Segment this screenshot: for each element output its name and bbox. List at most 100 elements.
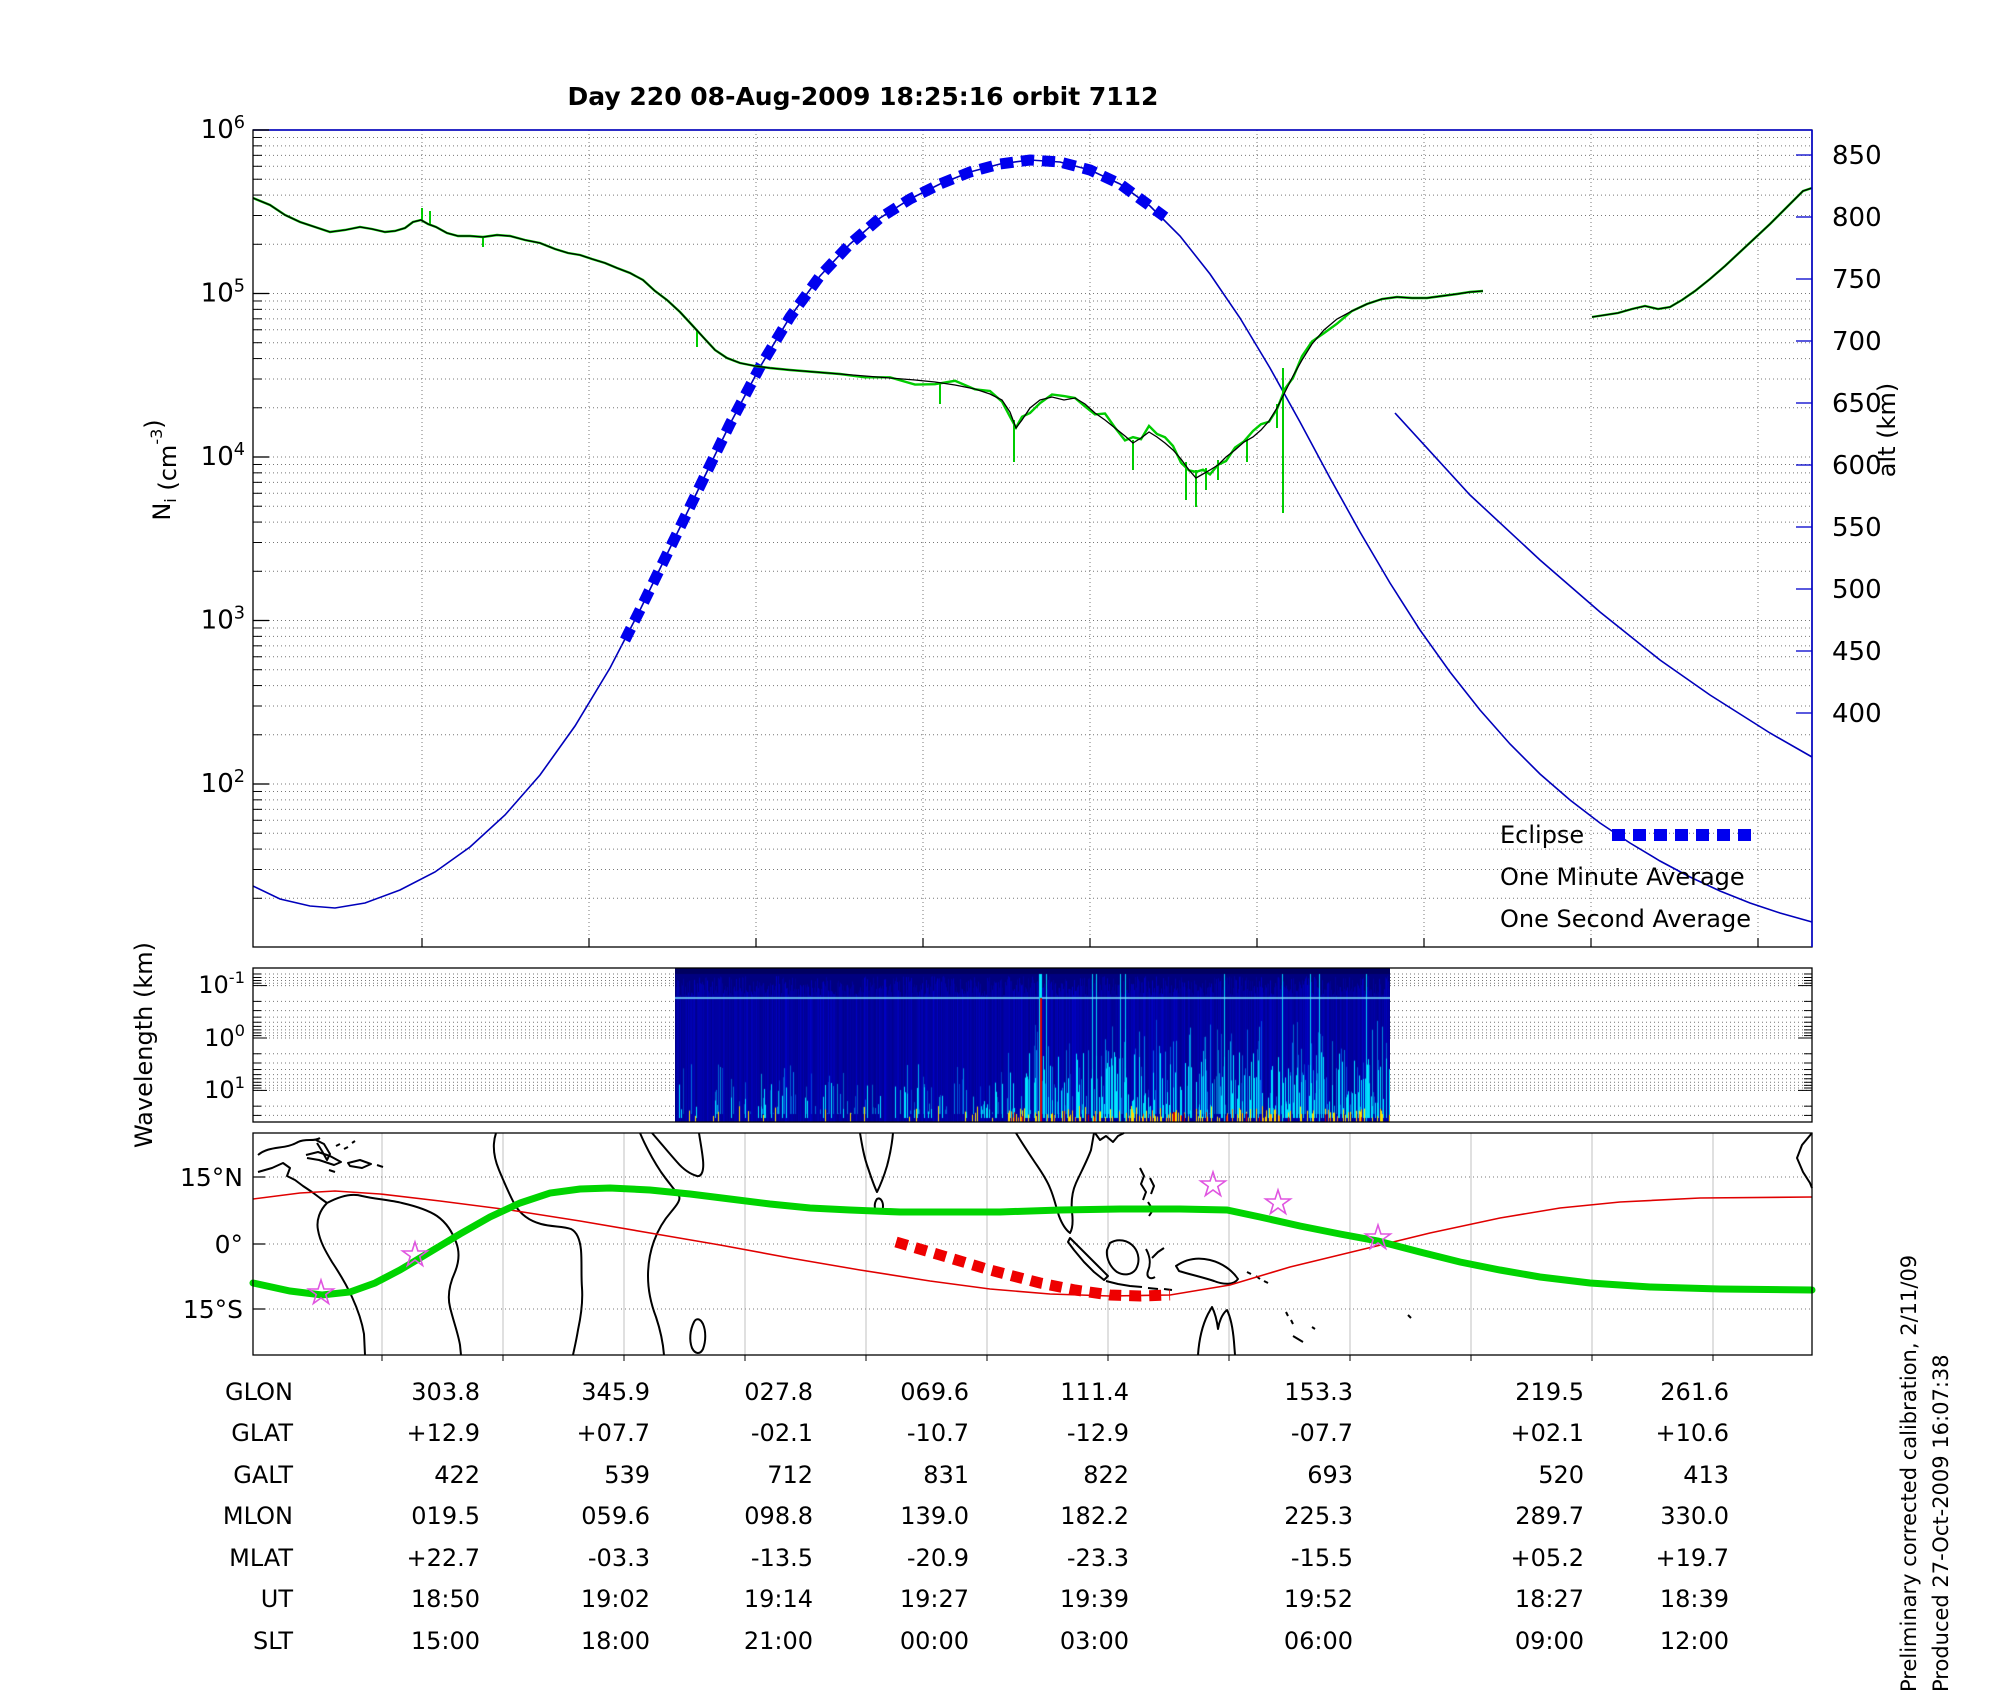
legend: Eclipse One Minute Average One Second Av… (1500, 821, 1758, 933)
alt-tick-label: 400 (1832, 699, 1882, 729)
alt-tick-label: 650 (1832, 389, 1882, 419)
coastline (257, 1137, 321, 1156)
coastline (315, 1139, 331, 1161)
table-cell: 345.9 (581, 1378, 650, 1406)
table-cell: 289.7 (1515, 1502, 1584, 1530)
coastline (1094, 1132, 1125, 1143)
coastline (1145, 1247, 1165, 1280)
table-cell: 18:50 (411, 1585, 480, 1613)
alt-tick-label: 450 (1832, 637, 1882, 667)
right-annotation-2: Produced 27-Oct-2009 16:07:38 (1929, 1354, 1953, 1692)
lat-tick-label: 15°N (180, 1163, 243, 1192)
coastline (1197, 1306, 1236, 1356)
table-cell: 520 (1538, 1461, 1584, 1489)
figure-title: Day 220 08-Aug-2009 18:25:16 orbit 7112 (568, 82, 1159, 111)
table-cell: 153.3 (1284, 1378, 1353, 1406)
coastline (639, 1132, 681, 1356)
table-cell: 182.2 (1060, 1502, 1129, 1530)
table-cell: 225.3 (1284, 1502, 1353, 1530)
wl-tick-label: 101 (204, 1073, 245, 1104)
coastline (689, 1318, 707, 1354)
eclipse-overlay (620, 154, 1169, 643)
table-cell: 19:27 (900, 1585, 969, 1613)
lat-tick-label: 15°S (183, 1295, 243, 1324)
alt-tick-label: 750 (1832, 265, 1882, 295)
table-cell: +22.7 (406, 1544, 480, 1572)
wl-tick-label: 10-1 (198, 968, 245, 999)
table-cell: 059.6 (581, 1502, 650, 1530)
ni-tick-label: 106 (201, 113, 245, 145)
legend-label-eclipse: Eclipse (1500, 821, 1584, 849)
ascending-node-star (1363, 1222, 1393, 1251)
table-cell: 422 (434, 1461, 480, 1489)
wavelength-axis-title: Wavelength (km) (130, 942, 158, 1148)
one-second-average-curve (252, 196, 1484, 477)
right-annotation-1: Preliminary corrected calibration, 2/11/… (1897, 1255, 1921, 1692)
alt-tick-label: 600 (1832, 451, 1882, 481)
table-cell: -20.9 (907, 1544, 969, 1572)
coastline (651, 1132, 705, 1178)
ascending-node-star (1198, 1169, 1228, 1198)
table-cell: 027.8 (744, 1378, 813, 1406)
legend-label-one-second: One Second Average (1500, 905, 1751, 933)
ni-tick-label: 102 (201, 767, 245, 799)
table-cell: -23.3 (1067, 1544, 1129, 1572)
ascending-node-star (306, 1277, 336, 1306)
ni-tick-label: 105 (201, 277, 245, 309)
table-cell: -15.5 (1291, 1544, 1353, 1572)
table-cell: 822 (1083, 1461, 1129, 1489)
map-layer: 15°N 0° 15°S (180, 1132, 1816, 1361)
table-cell: 261.6 (1660, 1378, 1729, 1406)
table-cell: 693 (1307, 1461, 1353, 1489)
ni-tick-label: 103 (201, 604, 245, 636)
table-cell: +05.2 (1510, 1544, 1584, 1572)
table-cell: 831 (923, 1461, 969, 1489)
table-cell: 139.0 (900, 1502, 969, 1530)
table-cell: 21:00 (744, 1627, 813, 1655)
one-second-average-curve-2 (1591, 186, 1813, 319)
coastline (1292, 1335, 1304, 1343)
table-row-label: SLT (253, 1627, 293, 1655)
table-cell: 19:02 (581, 1585, 650, 1613)
table-cell: 15:00 (411, 1627, 480, 1655)
table-cell: 303.8 (411, 1378, 480, 1406)
table-cell: -03.3 (588, 1544, 650, 1572)
coastline (1285, 1311, 1316, 1330)
table-cell: 19:39 (1060, 1585, 1129, 1613)
table-cell: 219.5 (1515, 1378, 1584, 1406)
ephemeris-table: GLON GLAT GALT MLON MLAT UT SLT 303.8 +12.9 422 01… (223, 1378, 1729, 1655)
coastline (376, 1164, 384, 1168)
alt-tick-label: 550 (1832, 513, 1882, 543)
table-row-label: UT (261, 1585, 294, 1613)
coastline (328, 1169, 336, 1173)
table-cell: -07.7 (1291, 1419, 1353, 1447)
table-cell: 330.0 (1660, 1502, 1729, 1530)
altitude-curve (252, 159, 1813, 923)
table-cell: 539 (604, 1461, 650, 1489)
table-cell: 12:00 (1660, 1627, 1729, 1655)
table-cell: 09:00 (1515, 1627, 1584, 1655)
table-cell: +12.9 (406, 1419, 480, 1447)
table-cell: +02.1 (1510, 1419, 1584, 1447)
curve-layer (252, 154, 1813, 923)
table-cell: -12.9 (1067, 1419, 1129, 1447)
alt-tick-label: 700 (1832, 327, 1882, 357)
table-cell: 00:00 (900, 1627, 969, 1655)
table-row-label: MLON (223, 1502, 293, 1530)
ni-axis-title: Ni (cm-3) (140, 419, 182, 520)
coastline (1407, 1314, 1412, 1319)
table-cell: 098.8 (744, 1502, 813, 1530)
one-minute-average-curve-2 (1591, 187, 1813, 318)
table-row-label: GLAT (231, 1419, 293, 1447)
coastline (335, 1140, 356, 1150)
lat-tick-label: 0° (215, 1230, 243, 1259)
table-row-label: MLAT (229, 1544, 293, 1572)
one-minute-average-curve (252, 197, 1484, 479)
coastline (347, 1159, 372, 1169)
table-cell: 19:52 (1284, 1585, 1353, 1613)
legend-label-one-minute: One Minute Average (1500, 863, 1745, 891)
table-cell: 18:27 (1515, 1585, 1584, 1613)
coastline (1067, 1237, 1109, 1281)
table-cell: 069.6 (900, 1378, 969, 1406)
